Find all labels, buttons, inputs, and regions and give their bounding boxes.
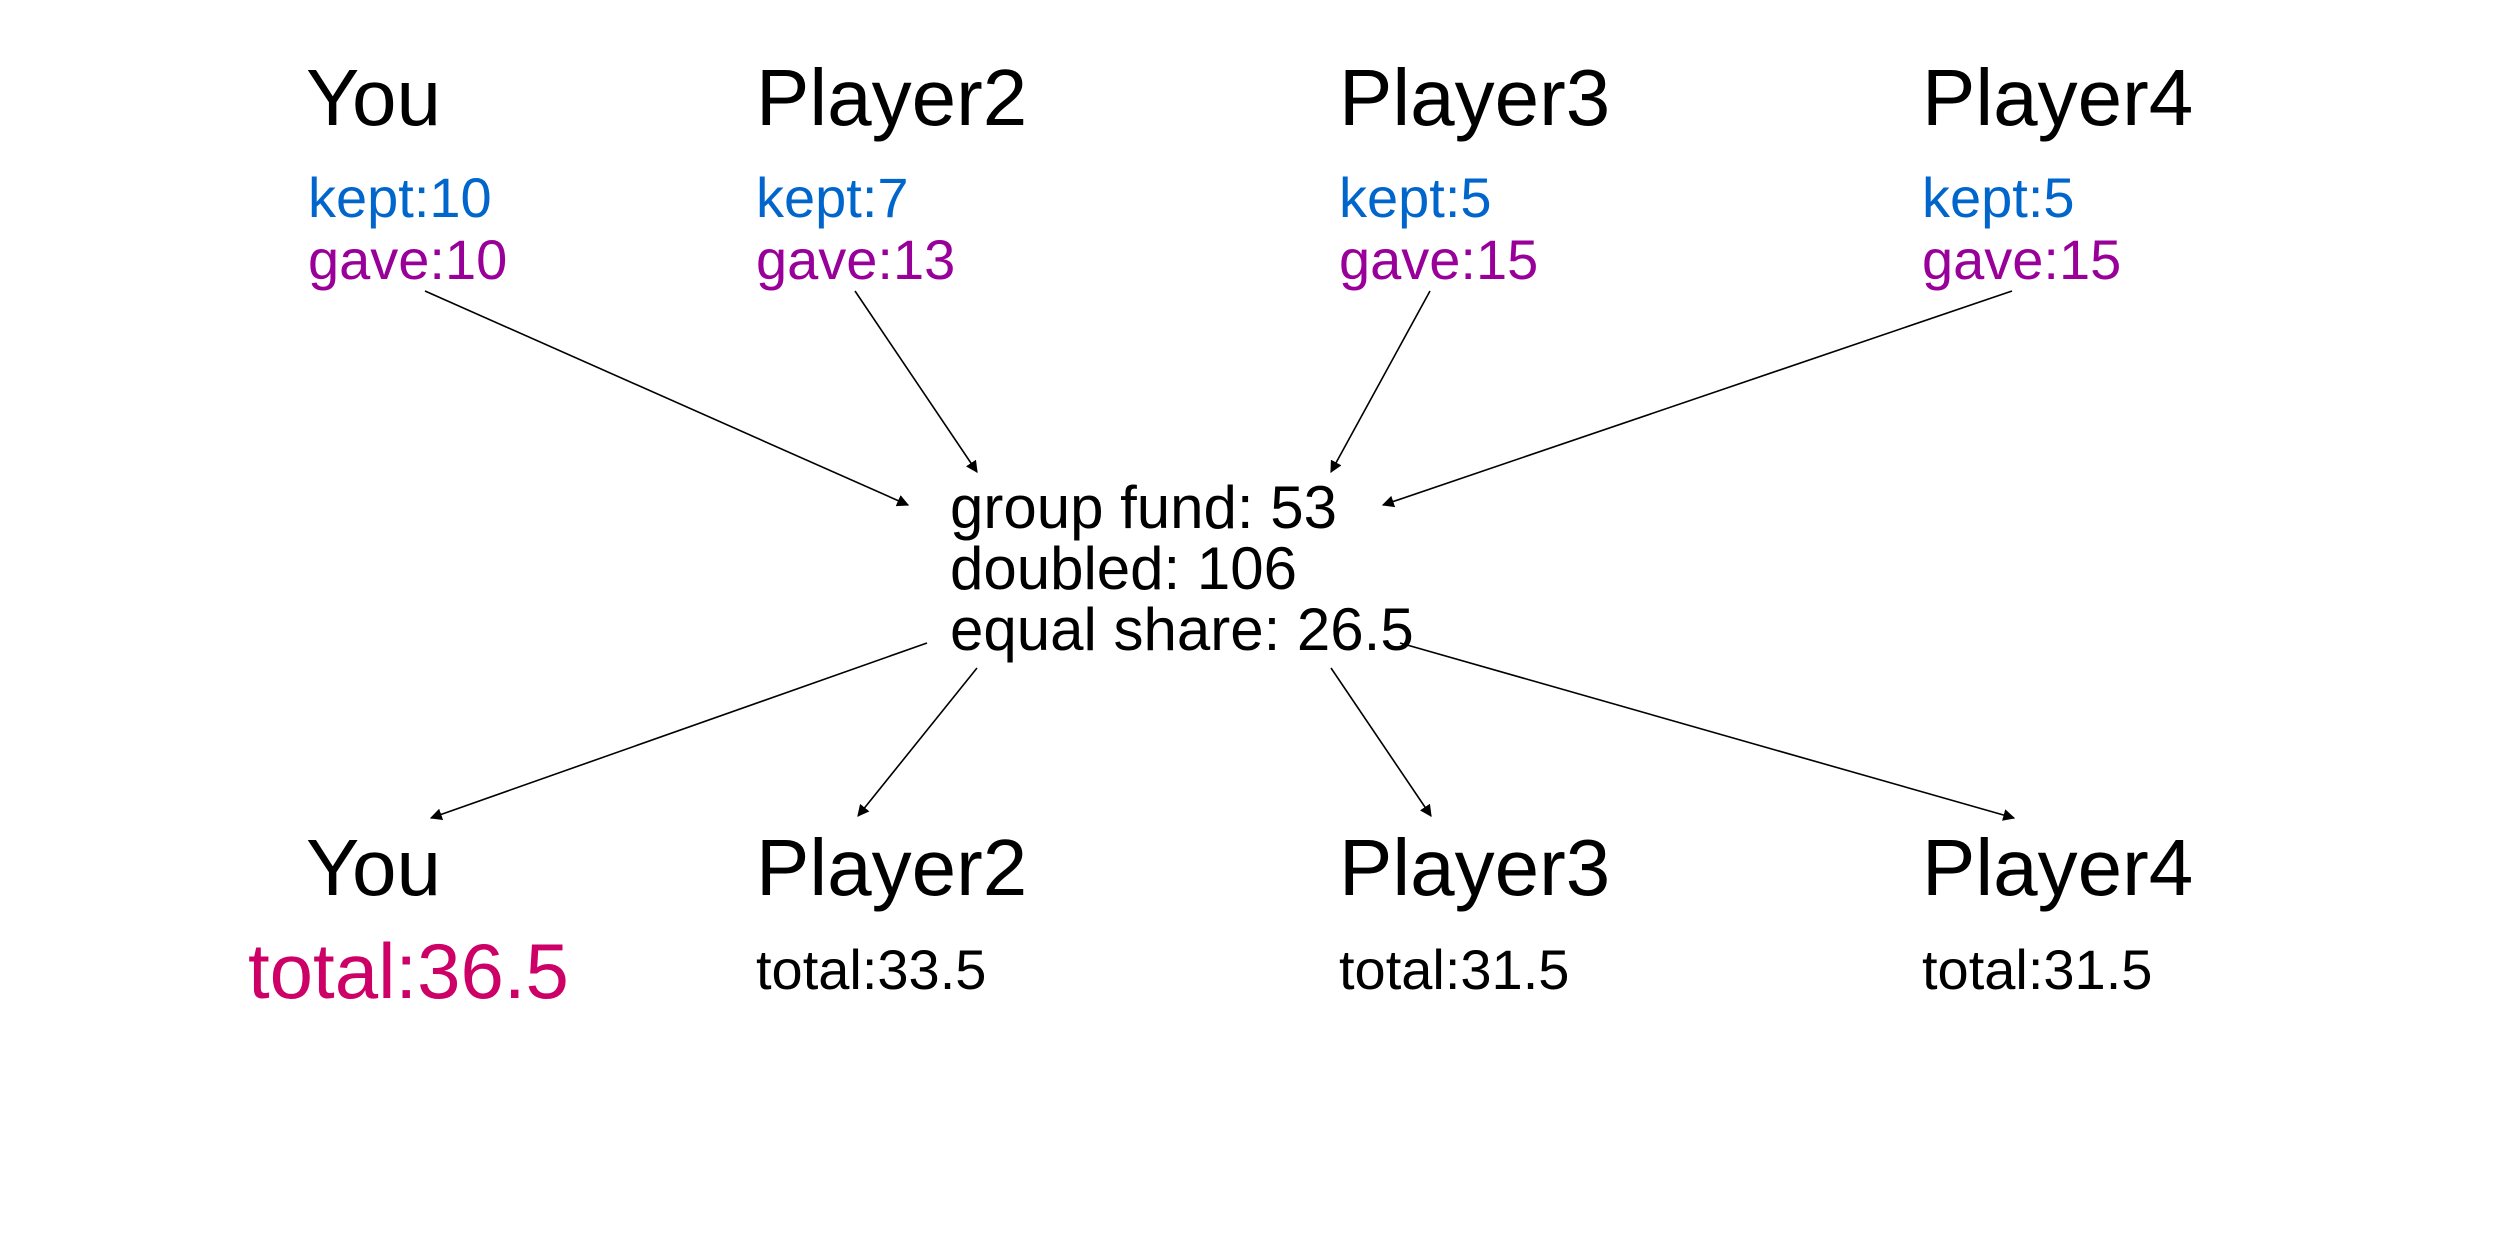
doubled-text: doubled: 106: [950, 535, 1297, 602]
arrow-fund-to-you: [429, 642, 928, 821]
arrow-fund-to-player4: [1399, 642, 2016, 821]
arrow-player2-to-fund: [854, 290, 978, 473]
top-player-name-player4: Player4: [1922, 53, 2194, 142]
top-player-gave-player3: gave:15: [1339, 228, 1539, 291]
top-player-kept-you: kept:10: [308, 166, 492, 229]
equal-share-text: equal share: 26.5: [950, 596, 1414, 663]
bottom-player-total-player3: total:31.5: [1339, 938, 1570, 1001]
top-player-gave-player4: gave:15: [1922, 228, 2122, 291]
top-player-kept-player4: kept:5: [1922, 166, 2075, 229]
bottom-player-total-player4: total:31.5: [1922, 938, 2153, 1001]
top-player-name-player3: Player3: [1339, 53, 1611, 142]
top-player-name-player2: Player2: [756, 53, 1028, 142]
bottom-player-total-player2: total:33.5: [756, 938, 987, 1001]
arrow-you-to-fund: [424, 290, 910, 507]
arrow-fund-to-player2: [857, 667, 978, 817]
bottom-player-name-player2: Player2: [756, 823, 1028, 912]
arrow-fund-to-player3: [1330, 667, 1432, 817]
arrow-player4-to-fund: [1381, 290, 2013, 508]
bottom-player-total-you: total:36.5: [248, 927, 569, 1015]
top-player-kept-player3: kept:5: [1339, 166, 1492, 229]
arrow-player3-to-fund: [1330, 290, 1431, 474]
bottom-player-name-player3: Player3: [1339, 823, 1611, 912]
bottom-player-name-player4: Player4: [1922, 823, 2194, 912]
top-player-gave-you: gave:10: [308, 228, 508, 291]
top-player-name-you: You: [306, 53, 441, 142]
bottom-player-name-you: You: [306, 823, 441, 912]
top-player-kept-player2: kept:7: [756, 166, 909, 229]
group-fund-text: group fund: 53: [950, 474, 1337, 541]
top-player-gave-player2: gave:13: [756, 228, 956, 291]
